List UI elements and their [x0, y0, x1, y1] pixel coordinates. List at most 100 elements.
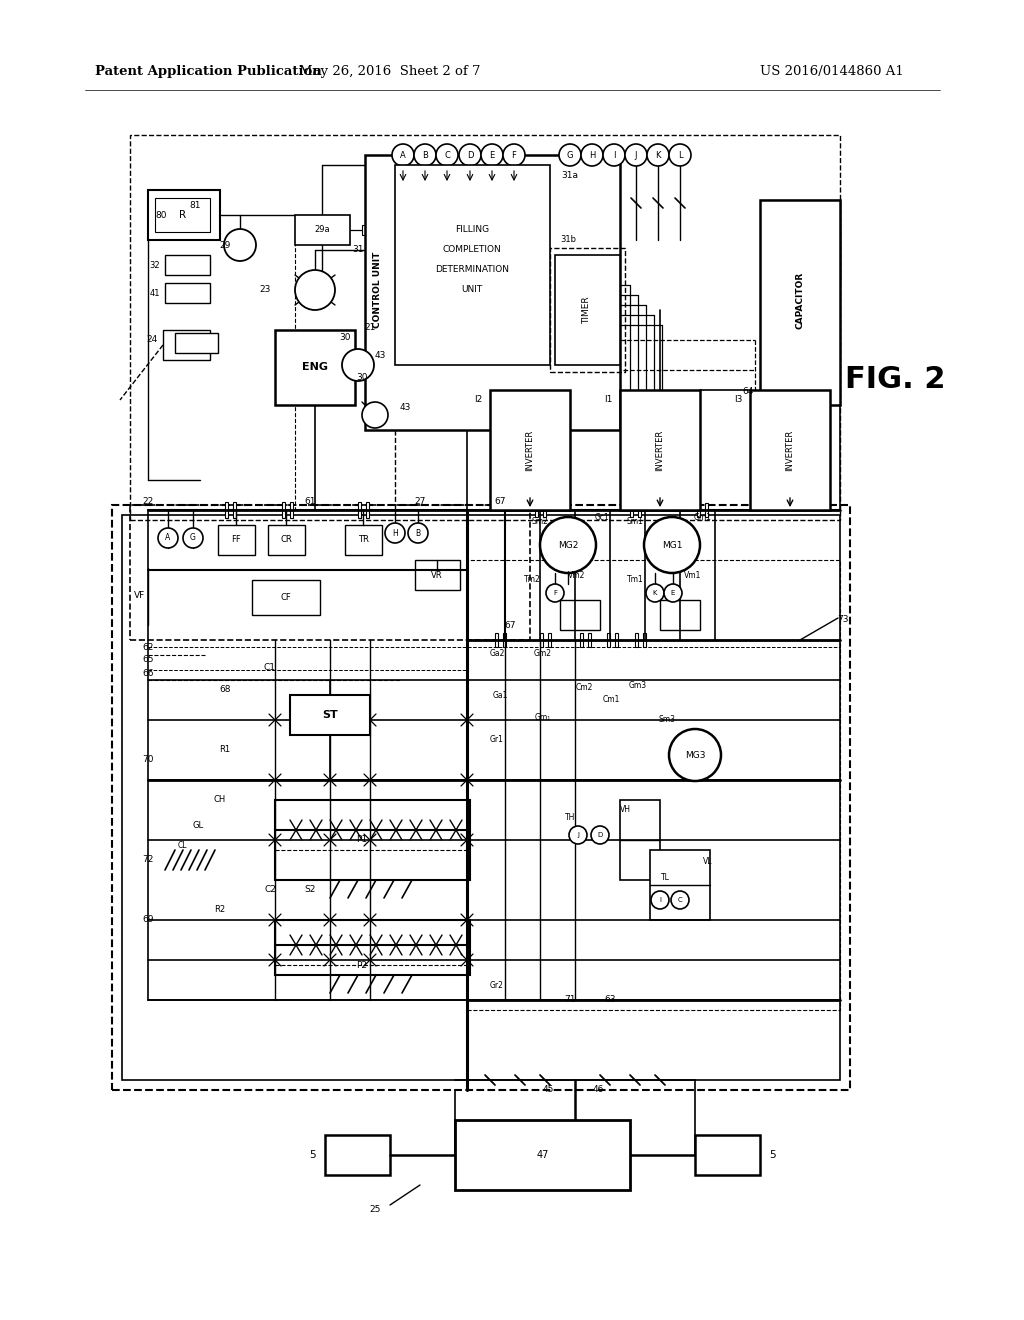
Bar [148, 190, 220, 240]
Text: R2: R2 [214, 906, 225, 915]
Bar [503, 634, 506, 647]
Text: TH: TH [565, 813, 575, 822]
Bar [345, 525, 382, 554]
Text: 64: 64 [742, 388, 754, 396]
Text: D: D [597, 832, 603, 838]
Text: DETERMINATION: DETERMINATION [435, 265, 509, 275]
Bar [290, 696, 370, 735]
Circle shape [362, 403, 388, 428]
Bar [548, 634, 551, 647]
Text: A: A [400, 150, 406, 160]
Bar [362, 224, 365, 235]
Text: R1: R1 [219, 746, 230, 755]
Circle shape [671, 891, 689, 909]
Text: 30: 30 [339, 334, 351, 342]
Text: INVERTER: INVERTER [655, 429, 665, 471]
Bar [325, 1135, 390, 1175]
Circle shape [647, 144, 669, 166]
Text: May 26, 2016  Sheet 2 of 7: May 26, 2016 Sheet 2 of 7 [299, 66, 480, 78]
Text: Gm₁: Gm₁ [535, 714, 551, 722]
Text: MG2: MG2 [558, 540, 579, 549]
Circle shape [669, 144, 691, 166]
Text: CONTROL UNIT: CONTROL UNIT [374, 252, 383, 329]
Bar [366, 502, 369, 517]
Text: Vm1: Vm1 [684, 570, 701, 579]
Circle shape [503, 144, 525, 166]
Text: P2: P2 [356, 961, 368, 969]
Bar [165, 282, 210, 304]
Text: Gm1: Gm1 [694, 512, 712, 521]
Text: ST: ST [323, 710, 338, 719]
Text: FILLING: FILLING [455, 226, 489, 235]
Bar [295, 215, 350, 246]
Bar [275, 800, 470, 880]
Text: E: E [671, 590, 675, 597]
Text: 63: 63 [604, 995, 615, 1005]
Text: 23: 23 [259, 285, 270, 294]
Text: VF: VF [134, 590, 145, 599]
Bar [620, 389, 700, 510]
Bar [252, 579, 319, 615]
Text: TL: TL [660, 874, 670, 883]
Text: 25: 25 [370, 1205, 381, 1214]
Circle shape [436, 144, 458, 166]
Text: J: J [635, 150, 637, 160]
Text: E: E [489, 150, 495, 160]
Text: VR: VR [431, 570, 442, 579]
Text: 45: 45 [543, 1085, 554, 1094]
Text: 24: 24 [146, 335, 158, 345]
Text: 71: 71 [564, 995, 575, 1005]
Circle shape [569, 826, 587, 843]
Text: UNIT: UNIT [462, 285, 482, 294]
Bar [165, 255, 210, 275]
Text: CL: CL [177, 841, 186, 850]
Bar [750, 389, 830, 510]
Text: L: L [678, 150, 682, 160]
Bar [365, 154, 620, 430]
Text: GL: GL [193, 821, 204, 829]
Text: K: K [655, 150, 660, 160]
Circle shape [546, 583, 564, 602]
Text: 73: 73 [838, 615, 849, 624]
Circle shape [158, 528, 178, 548]
Text: J: J [577, 832, 579, 838]
Bar [275, 330, 355, 405]
Circle shape [183, 528, 203, 548]
Bar [696, 503, 699, 517]
Text: C2: C2 [264, 886, 275, 895]
Text: Sm3: Sm3 [658, 715, 676, 725]
Text: CF: CF [281, 593, 292, 602]
Bar [175, 333, 218, 352]
Text: COMPLETION: COMPLETION [442, 246, 502, 255]
Text: 43: 43 [399, 404, 411, 412]
Text: 32: 32 [150, 260, 161, 269]
Text: US 2016/0144860 A1: US 2016/0144860 A1 [760, 66, 904, 78]
Bar [638, 503, 640, 517]
Text: Gr1: Gr1 [490, 735, 504, 744]
Text: I3: I3 [734, 396, 742, 404]
Text: Ga1: Ga1 [493, 690, 508, 700]
Text: B: B [416, 528, 421, 537]
Text: K: K [652, 590, 657, 597]
Text: 31: 31 [352, 244, 364, 253]
Text: INVERTER: INVERTER [785, 429, 795, 471]
Bar [112, 506, 850, 1090]
Text: Cm2: Cm2 [575, 684, 593, 693]
Text: Sm2: Sm2 [531, 517, 549, 527]
Text: CH: CH [214, 796, 226, 804]
Text: 41: 41 [150, 289, 160, 297]
Text: 70: 70 [142, 755, 154, 764]
Bar [130, 506, 530, 640]
Bar [560, 601, 600, 630]
Circle shape [646, 583, 664, 602]
Text: 67: 67 [504, 620, 516, 630]
Text: 72: 72 [142, 855, 154, 865]
Bar [495, 634, 498, 647]
Text: C1: C1 [264, 664, 276, 672]
Text: Gr2: Gr2 [490, 981, 504, 990]
Text: VL: VL [703, 858, 713, 866]
Text: 81: 81 [189, 201, 201, 210]
Text: H: H [392, 528, 398, 537]
Text: Cm1: Cm1 [602, 696, 620, 705]
Text: Tm1: Tm1 [627, 576, 643, 585]
